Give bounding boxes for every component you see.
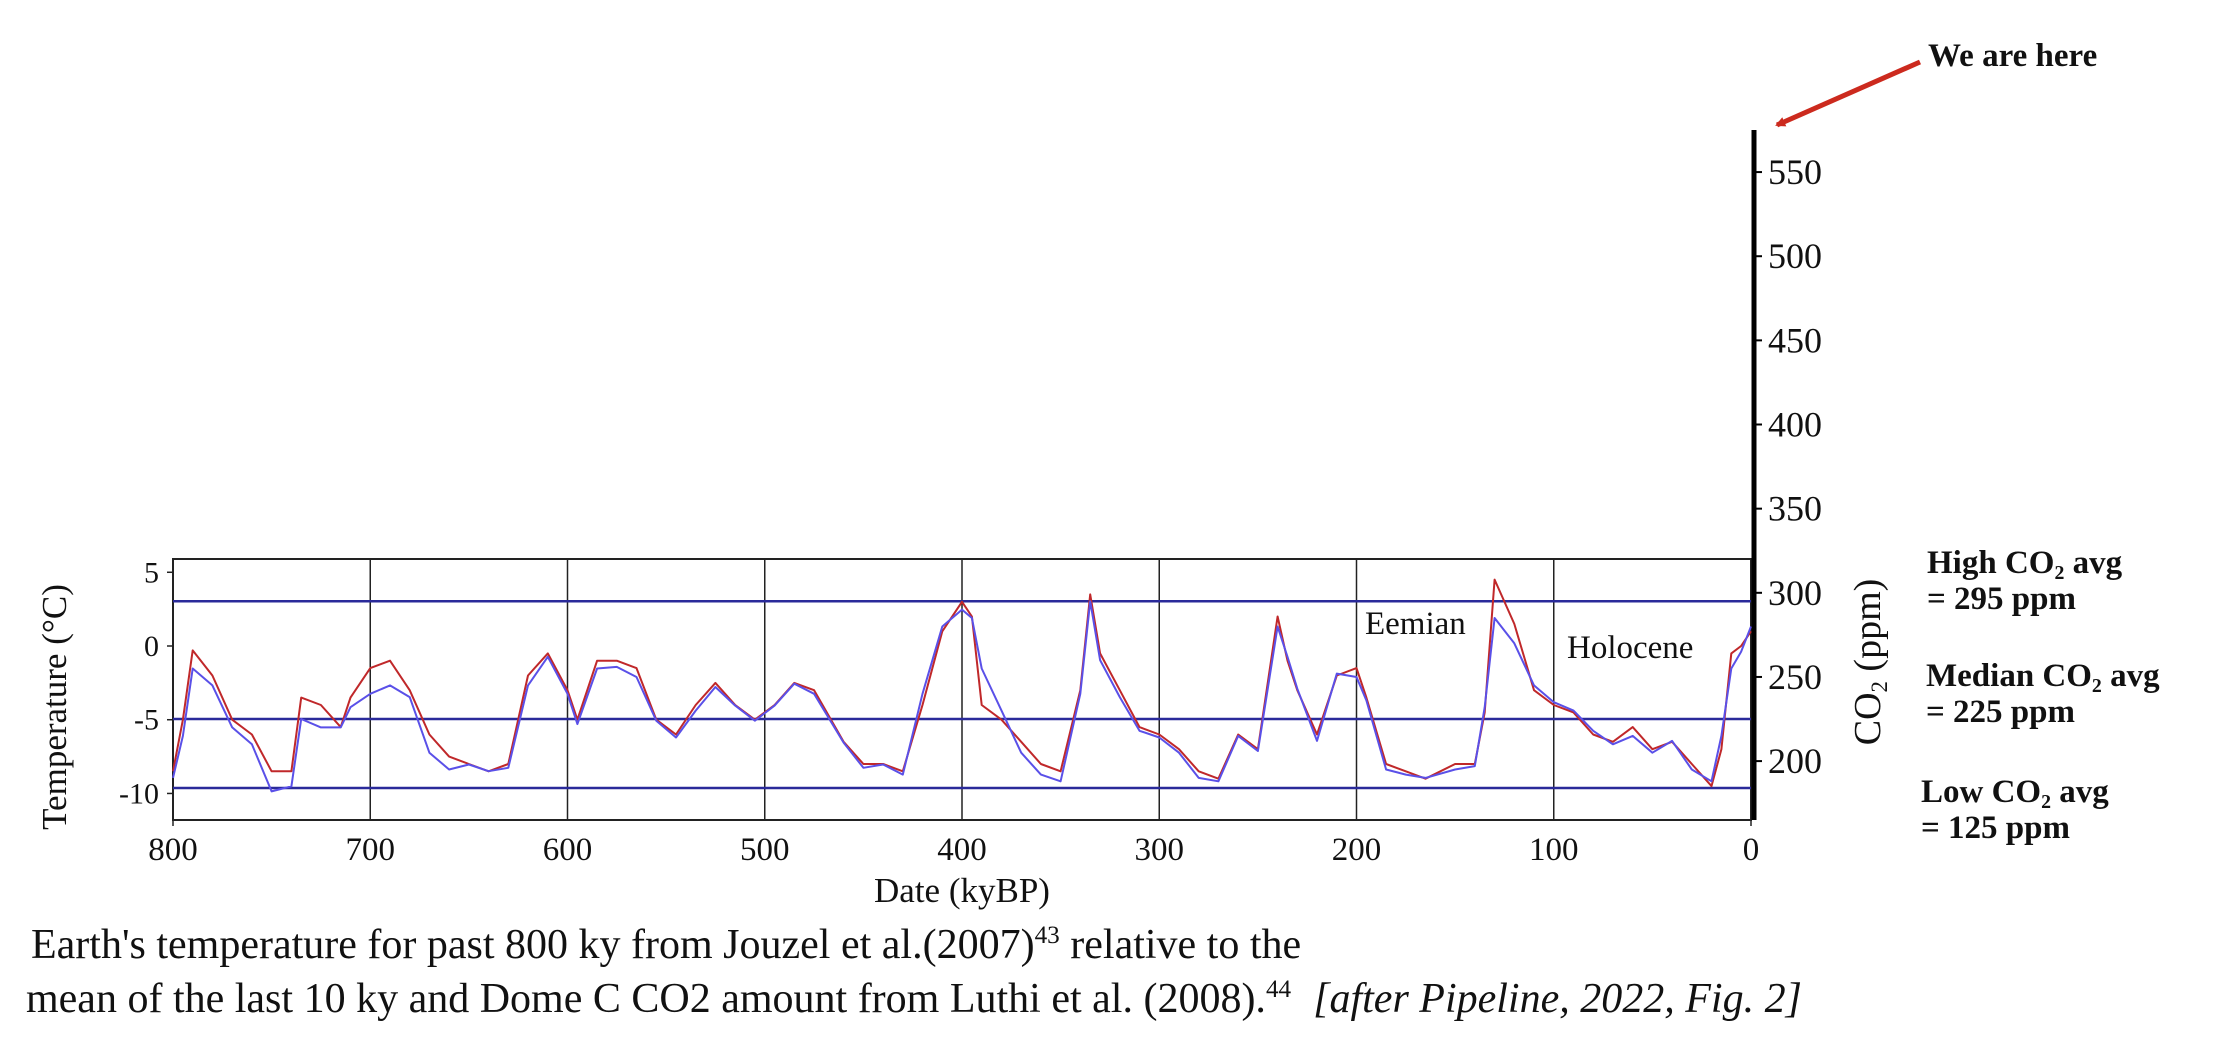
y2-tick-label: 250 — [1768, 657, 1822, 697]
text-part: Median CO — [1926, 658, 2092, 694]
text-part: 44 — [1266, 976, 1292, 1003]
y2-tick-label: 400 — [1768, 405, 1822, 445]
y2-tick-label: 500 — [1768, 236, 1822, 276]
text-part: avg — [2051, 774, 2109, 810]
text-part: mean of the last 10 ky and Dome C CO — [26, 976, 690, 1022]
y2-tick-label: 300 — [1768, 573, 1822, 613]
text-part: Low CO — [1921, 774, 2041, 810]
x-tick-label: 500 — [740, 832, 790, 868]
text-part: 2 — [2054, 562, 2064, 584]
y2-tick-label: 550 — [1768, 152, 1822, 192]
y2-tick-label: 200 — [1768, 741, 1822, 781]
y-tick-label: 5 — [144, 556, 159, 589]
text-part: 2 — [2041, 791, 2051, 813]
plot-frame — [172, 558, 1752, 821]
annotation: Low CO2 avg — [1921, 774, 2109, 813]
x-tick-label: 800 — [148, 832, 198, 868]
annotation: Median CO2 avg — [1926, 658, 2160, 697]
text-part: CO — [1847, 692, 1889, 745]
text-part: [after Pipeline, 2022, Fig. 2] — [1313, 976, 1802, 1022]
annotation: = 295 ppm — [1927, 581, 2076, 617]
y2-tick-label: 350 — [1768, 489, 1822, 529]
annotation: Holocene — [1567, 630, 1693, 666]
x-tick-label: 400 — [937, 832, 987, 868]
y2-tick-label: 450 — [1768, 320, 1822, 360]
data-line — [172, 578, 1752, 788]
x-tick-label: 0 — [1743, 832, 1760, 868]
y-tick-label: -10 — [119, 777, 159, 810]
arrow — [1775, 59, 1922, 128]
text-part: amount from Luthi et al. (2008). — [711, 976, 1266, 1022]
annotation: = 125 ppm — [1921, 810, 2070, 846]
text-part: 2 — [690, 976, 711, 1022]
text-part: 2 — [1867, 681, 1892, 692]
annotation: Eemian — [1365, 606, 1466, 642]
x-tick-label: 100 — [1529, 832, 1579, 868]
annotation: = 225 ppm — [1926, 694, 2075, 730]
caption: Earth's temperature for past 800 ky from… — [31, 922, 1301, 968]
text-part: High CO — [1927, 545, 2054, 581]
x-tick-label: 700 — [346, 832, 396, 868]
text-part: Earth's temperature for past 800 ky from… — [31, 922, 1035, 968]
text-part: avg — [2102, 658, 2160, 694]
text-part: 2 — [2092, 675, 2102, 697]
y-tick-label: 0 — [144, 630, 159, 663]
text-part: avg — [2064, 545, 2122, 581]
caption: mean of the last 10 ky and Dome C CO2 am… — [26, 976, 1802, 1022]
x-axis-title: Date (kyBP) — [874, 871, 1050, 910]
y-tick-label: -5 — [134, 704, 159, 737]
y-axis-title: Temperature (°C) — [35, 584, 74, 830]
text-part: 43 — [1035, 922, 1060, 949]
text-part: (ppm) — [1847, 579, 1889, 681]
x-tick-label: 600 — [543, 832, 593, 868]
x-tick-label: 200 — [1332, 832, 1382, 868]
text-part: relative to the — [1060, 922, 1301, 968]
y2-axis-title: CO2 (ppm) — [1847, 579, 1892, 746]
annotation: High CO2 avg — [1927, 545, 2123, 584]
data-line — [172, 600, 1752, 793]
x-tick-label: 300 — [1135, 832, 1185, 868]
annotation: We are here — [1928, 38, 2097, 74]
